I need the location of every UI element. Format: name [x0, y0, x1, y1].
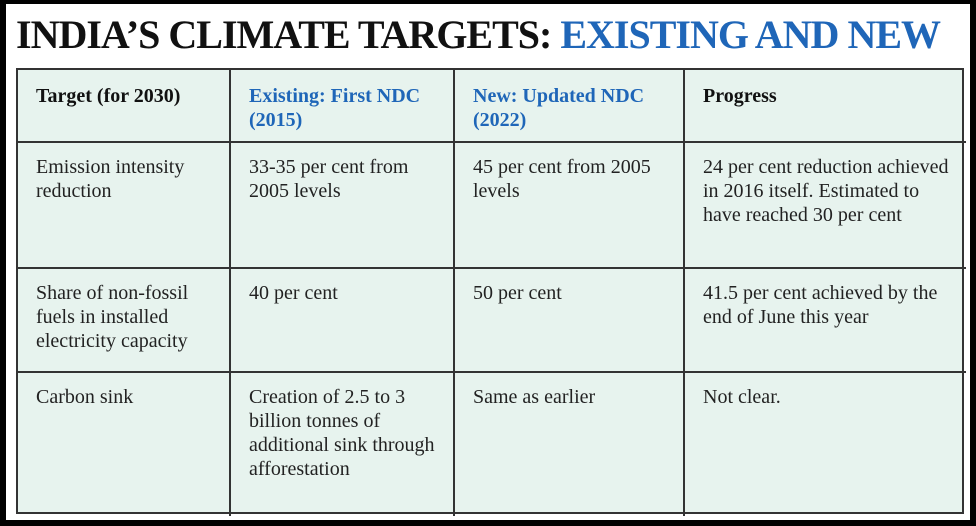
cell-target: Carbon sink	[18, 371, 231, 516]
infographic-title: INDIA’S CLIMATE TARGETS: EXISTING AND NE…	[16, 10, 966, 60]
table-header-row: Target (for 2030) Existing: First NDC (2…	[18, 70, 966, 143]
targets-table: Target (for 2030) Existing: First NDC (2…	[18, 70, 966, 516]
cell-progress: 24 per cent reduction achieved in 2016 i…	[683, 141, 966, 269]
cell-existing: Creation of 2.5 to 3 billion tonnes of a…	[229, 371, 455, 516]
table-row: Carbon sink Creation of 2.5 to 3 billion…	[18, 371, 966, 516]
cell-progress: Not clear.	[683, 371, 966, 516]
header-target: Target (for 2030)	[18, 70, 231, 143]
title-accent: EXISTING AND NEW	[560, 12, 941, 57]
cell-new: 50 per cent	[453, 267, 685, 373]
cell-target: Share of non-fossil fuels in installed e…	[18, 267, 231, 373]
cell-existing: 33-35 per cent from 2005 levels	[229, 141, 455, 269]
header-new: New: Updated NDC (2022)	[453, 70, 685, 143]
climate-targets-table: Target (for 2030) Existing: First NDC (2…	[16, 68, 966, 516]
title-main: INDIA’S CLIMATE TARGETS:	[16, 12, 561, 57]
table-row: Share of non-fossil fuels in installed e…	[18, 267, 966, 373]
table-row: Emission intensity reduction 33-35 per c…	[18, 141, 966, 269]
infographic-frame: INDIA’S CLIMATE TARGETS: EXISTING AND NE…	[6, 4, 970, 520]
header-existing: Existing: First NDC (2015)	[229, 70, 455, 143]
cell-target: Emission intensity reduction	[18, 141, 231, 269]
cell-progress: 41.5 per cent achieved by the end of Jun…	[683, 267, 966, 373]
header-progress: Progress	[683, 70, 966, 143]
cell-new: Same as earlier	[453, 371, 685, 516]
cell-existing: 40 per cent	[229, 267, 455, 373]
cell-new: 45 per cent from 2005 levels	[453, 141, 685, 269]
